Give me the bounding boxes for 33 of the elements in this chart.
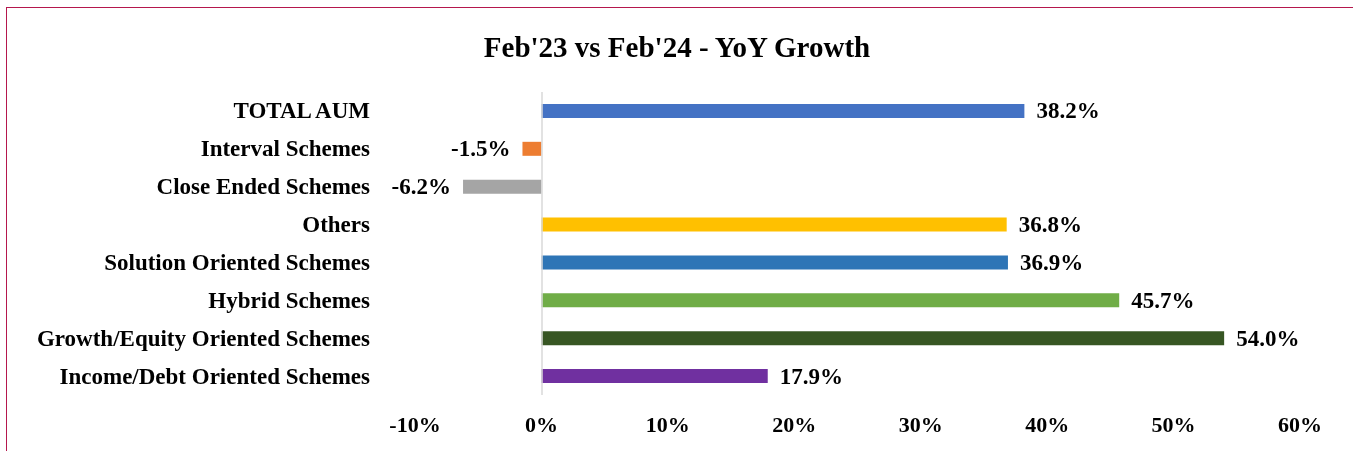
data-label: 54.0%: [1236, 325, 1300, 351]
x-tick-label: 40%: [1025, 411, 1070, 437]
x-tick-label: 20%: [772, 411, 817, 437]
data-label: 17.9%: [779, 363, 843, 389]
bar: [463, 179, 542, 194]
data-label: -1.5%: [451, 136, 511, 162]
x-tick-label: 30%: [898, 411, 943, 437]
bar: [541, 255, 1008, 270]
y-tick-label: Interval Schemes: [200, 136, 371, 162]
x-tick-label: 10%: [645, 411, 690, 437]
x-tick-label: 50%: [1151, 411, 1196, 437]
chart-title: Feb'23 vs Feb'24 - YoY Growth: [483, 30, 871, 63]
data-label: -6.2%: [391, 174, 452, 200]
y-tick-label: Others: [302, 212, 371, 238]
data-label: 38.2%: [1036, 98, 1100, 124]
y-tick-label: Income/Debt Oriented Schemes: [59, 363, 371, 389]
y-tick-label: TOTAL AUM: [233, 98, 371, 124]
x-tick-label: 0%: [524, 411, 558, 437]
y-tick-label: Solution Oriented Schemes: [104, 249, 371, 275]
y-tick-label: Close Ended Schemes: [156, 174, 371, 200]
y-tick-label: Hybrid Schemes: [208, 287, 371, 313]
x-tick-label: -10%: [389, 411, 441, 437]
bar: [541, 331, 1225, 346]
x-tick-label: 60%: [1278, 411, 1322, 437]
data-label: 45.7%: [1131, 287, 1195, 313]
bar: [541, 293, 1120, 308]
bar: [541, 103, 1025, 118]
bar: [541, 217, 1007, 232]
data-label: 36.9%: [1019, 249, 1084, 275]
data-label: 36.8%: [1018, 212, 1082, 238]
y-tick-label: Growth/Equity Oriented Schemes: [36, 325, 371, 351]
bar: [541, 369, 768, 384]
bar: [522, 141, 542, 156]
